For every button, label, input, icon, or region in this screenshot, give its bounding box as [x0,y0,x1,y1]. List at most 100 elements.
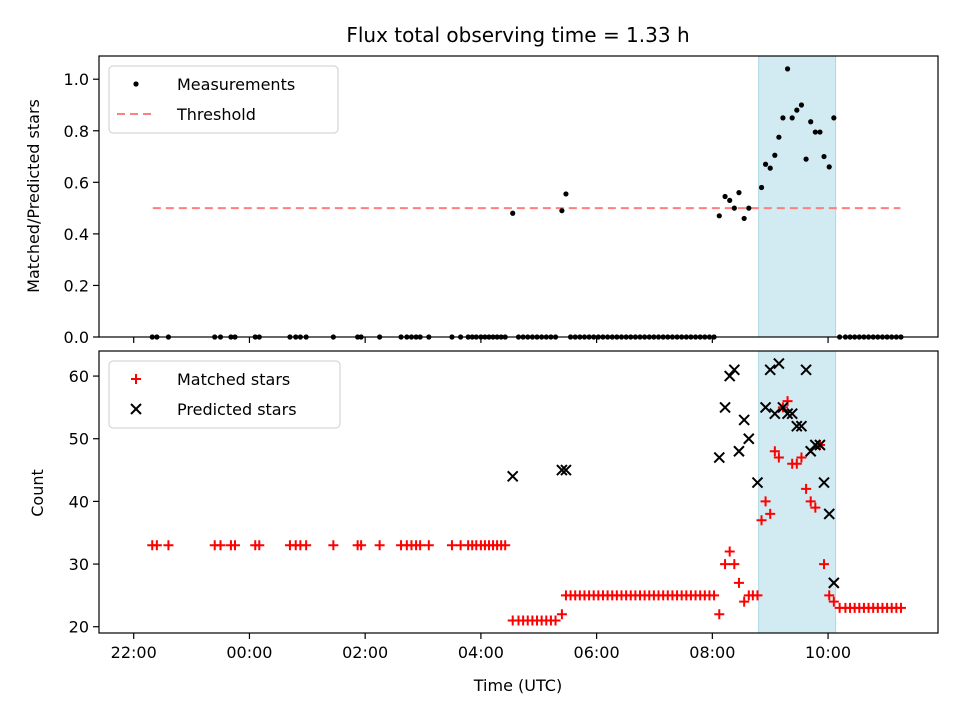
y-tick-label: 0.2 [64,276,89,295]
legend-plus-icon [131,374,141,384]
legend-label: Threshold [176,105,256,124]
matched-stars-point [254,540,265,551]
measurement-point [821,153,827,160]
measurement-point [808,119,814,125]
count-panel: 20 30 40 50 60 22:00 00:00 02:00 04:00 06:00 08:00… [69,350,939,662]
matched-stars-point [796,452,807,463]
matched-stars-point [356,540,367,551]
predicted-stars-point [769,407,781,420]
y-tick-label: 0.0 [64,328,89,347]
legend-dot-icon [133,81,139,87]
matched-stars-point [828,596,839,607]
matched-stars-point [301,540,312,551]
predicted-stars-point [728,364,741,376]
matched-stars-point [773,452,784,463]
observing-window-span [758,350,837,634]
predicted-stars-point [738,414,750,426]
measurement-point [767,165,773,171]
predicted-stars-point [713,451,725,464]
measurement-point [826,164,832,170]
matched-stars-point [151,540,162,551]
predicted-stars-point [800,364,812,376]
legend: Matched stars Predicted stars [108,360,341,429]
measurement-point [758,184,765,191]
matched-stars-point [423,540,434,551]
matched-stars-point [752,590,763,601]
x-tick-label: 22:00 [111,643,157,662]
y-tick-label: 30 [69,555,89,574]
ratio-panel: 0.0 0.2 0.4 0.6 0.8 1.0 Measurements Threshold [64,55,939,347]
measurement-point [727,197,733,203]
predicted-stars-point [828,577,840,589]
measurement-point [563,191,569,197]
matched-stars-point [215,540,226,551]
matched-stars-point [739,596,750,607]
x-tick-label: 02:00 [342,643,388,662]
measurement-point [784,66,791,72]
measurement-point [716,213,722,219]
predicted-stars-point [773,357,785,370]
legend: Measurements Threshold [108,65,339,134]
measurement-point [780,115,786,121]
predicted-stars-point [791,420,803,432]
x-tick-label: 00:00 [226,643,272,662]
predicted-stars-point [743,433,755,445]
predicted-stars-point [723,370,736,382]
matched-stars-point [760,496,771,507]
matched-stars-point [163,540,174,551]
predicted-stars-point [781,407,794,420]
legend-box [108,65,339,134]
matched-stars-point [415,540,426,551]
matched-stars-point [810,502,821,513]
y-tick-label: 40 [69,492,89,511]
predicted-stars-point [719,401,731,414]
predicted-stars-point [818,476,830,489]
measurement-point [559,208,565,214]
x-tick-label: 06:00 [574,643,620,662]
y-tick-label: 0.6 [64,173,89,192]
predicted-stars-point [795,420,808,432]
measurement-point [762,161,769,167]
legend-label: Matched stars [177,370,290,389]
matched-stars-point [769,446,780,457]
matched-stars-point [550,615,561,626]
y-tick-label: 60 [69,367,89,386]
measurement-point [831,115,837,121]
y-tick-label: 0.8 [64,122,89,141]
measurement-point [731,205,737,211]
chart-title: Flux total observing time = 1.33 h [346,23,689,47]
y-tick-label: 50 [69,430,89,449]
x-axis-label: Time (UTC) [473,676,562,695]
predicted-stars-point [823,508,835,520]
measurement-point [794,107,800,113]
legend-label: Measurements [177,75,295,94]
matched-stars-point [805,496,816,507]
legend-x-icon [130,403,142,415]
y-tick-label: 20 [69,618,89,637]
axes-frame [98,55,939,338]
matched-stars-point [500,540,511,551]
legend-box [108,360,341,429]
matched-stars-point [824,590,835,601]
y-tick-label: 0.4 [64,225,89,244]
predicted-stars-point [764,364,776,376]
legend-label: Predicted stars [177,400,297,419]
count-y-axis-label: Count [28,469,47,517]
measurement-point [817,129,823,135]
measurement-point [776,134,782,140]
predicted-stars-point [560,464,572,476]
matched-stars-point [328,540,339,551]
matched-stars-point [895,602,906,613]
matched-stars-point [782,396,793,407]
measurement-point [798,102,805,108]
matched-stars-point [724,546,735,557]
axes-frame [98,350,939,634]
matched-stars-point [446,540,457,551]
matched-stars-point [733,577,744,588]
matched-stars-point [729,559,740,570]
ratio-y-axis-label: Matched/Predicted stars [24,99,43,293]
series-predicted-stars [507,357,840,589]
y-tick-label: 1.0 [64,70,89,89]
measurement-point [510,210,516,216]
